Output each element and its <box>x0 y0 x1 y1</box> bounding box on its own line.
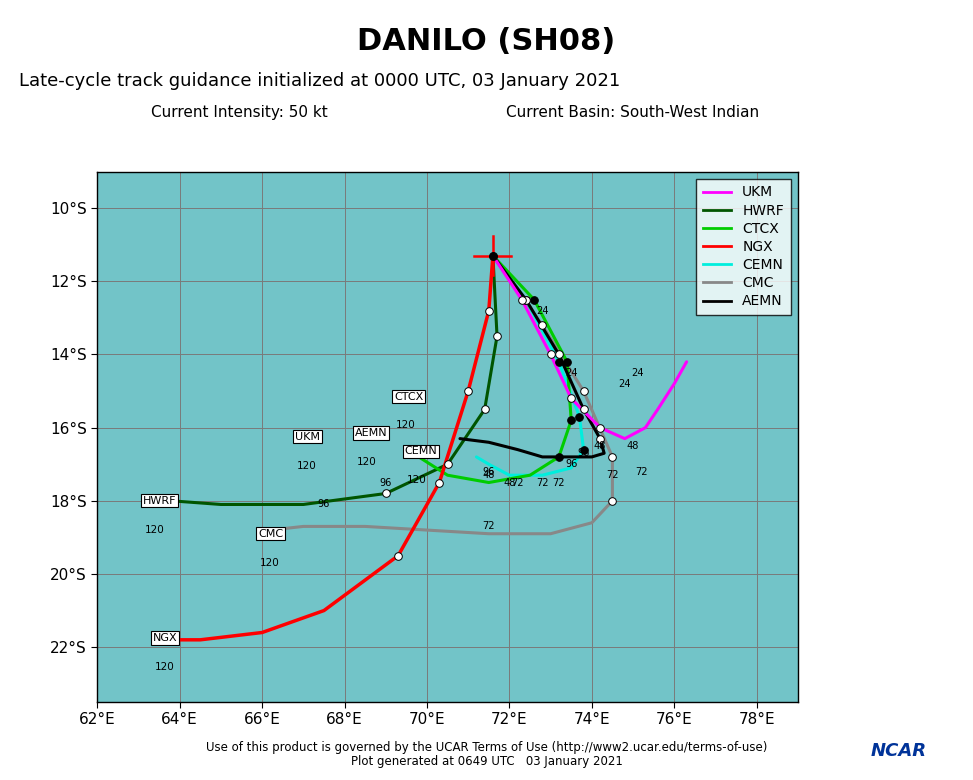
Text: CTCX: CTCX <box>394 392 423 402</box>
Text: CMC: CMC <box>258 529 283 539</box>
Legend: UKM, HWRF, CTCX, NGX, CEMN, CMC, AEMN: UKM, HWRF, CTCX, NGX, CEMN, CMC, AEMN <box>697 179 791 315</box>
Text: DANILO (SH08): DANILO (SH08) <box>357 27 616 56</box>
Text: 96: 96 <box>379 477 392 488</box>
Text: 96: 96 <box>318 499 330 509</box>
Text: 96: 96 <box>483 466 495 477</box>
Text: 120: 120 <box>357 457 377 467</box>
Text: 120: 120 <box>396 420 415 431</box>
Text: 96: 96 <box>577 448 590 459</box>
Text: 120: 120 <box>145 525 164 534</box>
Text: HWRF: HWRF <box>143 496 176 505</box>
Text: AEMN: AEMN <box>355 428 387 438</box>
Text: 48: 48 <box>503 477 516 488</box>
Text: CEMN: CEMN <box>405 446 437 456</box>
Text: 96: 96 <box>565 459 577 470</box>
Text: UKM: UKM <box>295 432 320 441</box>
Text: 120: 120 <box>297 460 317 470</box>
Text: 72: 72 <box>512 477 523 488</box>
Text: 24: 24 <box>619 379 631 388</box>
Text: 72: 72 <box>553 477 565 488</box>
Text: Plot generated at 0649 UTC   03 January 2021: Plot generated at 0649 UTC 03 January 20… <box>350 755 623 768</box>
Text: 24: 24 <box>565 368 577 378</box>
Text: 72: 72 <box>606 470 619 480</box>
Text: NGX: NGX <box>153 633 177 643</box>
Text: 48: 48 <box>483 470 495 480</box>
Text: Current Basin: South-West Indian: Current Basin: South-West Indian <box>506 105 759 120</box>
Text: 48: 48 <box>594 441 606 451</box>
Text: NCAR: NCAR <box>871 743 927 760</box>
Text: 120: 120 <box>407 475 426 485</box>
Text: Use of this product is governed by the UCAR Terms of Use (http://www2.ucar.edu/t: Use of this product is governed by the U… <box>206 741 767 754</box>
Text: 24: 24 <box>536 306 549 316</box>
Text: 24: 24 <box>631 368 643 378</box>
Text: 48: 48 <box>627 441 639 451</box>
Text: 120: 120 <box>155 661 175 672</box>
Text: 72: 72 <box>635 466 647 477</box>
Text: 120: 120 <box>260 558 280 568</box>
Text: Late-cycle track guidance initialized at 0000 UTC, 03 January 2021: Late-cycle track guidance initialized at… <box>19 72 621 90</box>
Text: 72: 72 <box>483 521 495 531</box>
Text: 72: 72 <box>536 477 549 488</box>
Text: Current Intensity: 50 kt: Current Intensity: 50 kt <box>151 105 328 120</box>
